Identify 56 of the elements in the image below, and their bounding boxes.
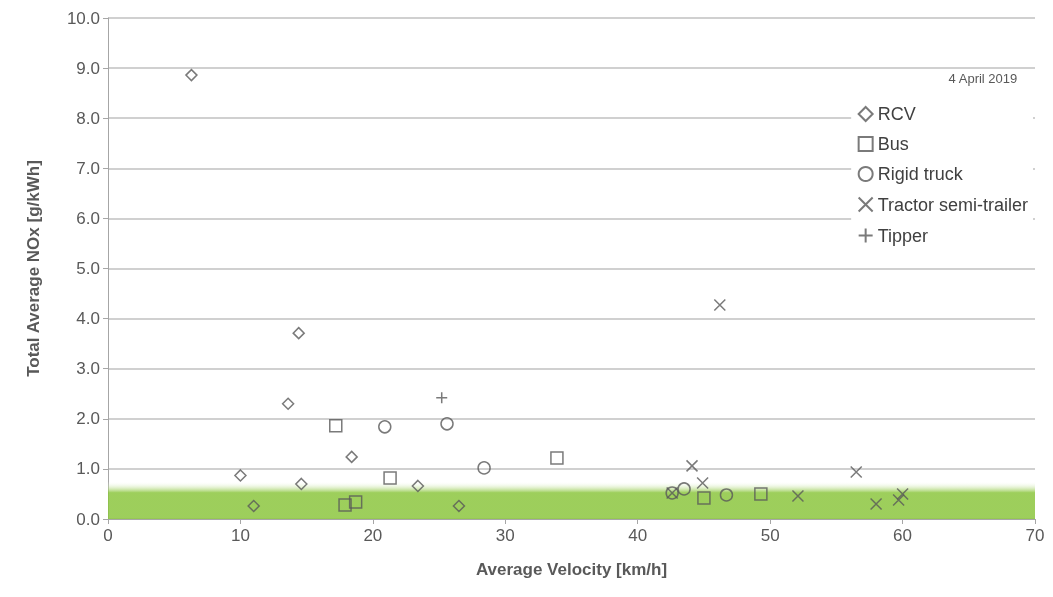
point xyxy=(697,491,711,505)
point xyxy=(329,419,343,433)
point xyxy=(411,479,425,493)
y-tick-label: 3.0 xyxy=(76,359,100,379)
annotation: 4 April 2019 xyxy=(948,71,1018,86)
y-tick-label: 5.0 xyxy=(76,259,100,278)
x-tick-label: 50 xyxy=(760,526,780,545)
point xyxy=(383,471,397,485)
x-tick-label: 20 xyxy=(363,526,383,545)
x-tick-label: 70 xyxy=(1025,526,1045,545)
point xyxy=(677,482,691,496)
point xyxy=(247,499,260,513)
point xyxy=(713,298,727,312)
point xyxy=(281,397,295,411)
point xyxy=(791,489,805,503)
legend-label: RCV xyxy=(877,104,916,124)
x-tick-label: 10 xyxy=(230,526,250,545)
x-tick-label: 40 xyxy=(628,526,648,545)
y-tick-label: 9.0 xyxy=(76,58,100,78)
point xyxy=(869,497,883,511)
y-tick-label: 0.0 xyxy=(76,509,100,529)
legend-label: Bus xyxy=(877,134,909,154)
y-tick-label: 10.0 xyxy=(66,8,100,28)
point xyxy=(892,493,905,507)
point xyxy=(685,459,699,473)
legend-label: Tractor semi-trailer xyxy=(877,194,1029,215)
point xyxy=(345,450,358,464)
point xyxy=(185,68,198,82)
x-tick-label: 60 xyxy=(893,526,913,545)
x-axis-title: Average Velocity [km/h] xyxy=(475,560,668,579)
point xyxy=(234,469,247,482)
y-tick-label: 4.0 xyxy=(76,309,100,329)
point xyxy=(696,476,709,490)
point xyxy=(550,451,564,465)
y-tick-label: 6.0 xyxy=(76,208,100,228)
y-tick-label: 1.0 xyxy=(76,459,100,479)
point xyxy=(896,487,909,501)
legend-label: Tipper xyxy=(877,225,929,246)
point xyxy=(719,488,734,502)
point xyxy=(295,477,308,491)
y-tick-label: 8.0 xyxy=(76,108,100,128)
y-axis-title: Total Average NOx [g/kWh] xyxy=(24,160,43,377)
x-tick-label: 30 xyxy=(495,526,515,545)
point xyxy=(477,461,491,475)
legend-label: Rigid truck xyxy=(877,164,964,184)
point xyxy=(440,417,454,431)
point xyxy=(338,498,352,512)
x-tick-label: 0 xyxy=(103,526,113,545)
y-tick-label: 7.0 xyxy=(76,158,100,178)
point xyxy=(292,326,305,340)
point xyxy=(378,420,392,434)
point xyxy=(849,465,863,479)
point xyxy=(452,499,466,513)
y-tick-label: 2.0 xyxy=(76,409,100,429)
point xyxy=(754,487,768,501)
point xyxy=(348,495,363,509)
